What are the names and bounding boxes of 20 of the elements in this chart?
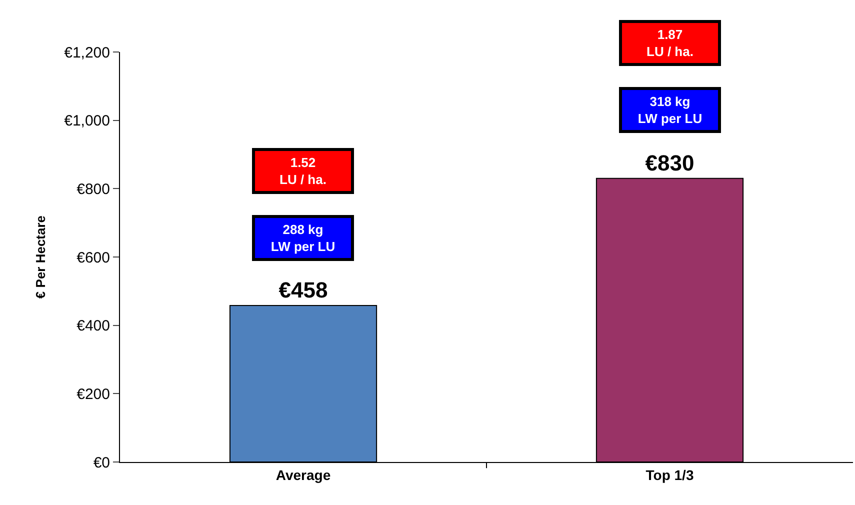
picture-label-box: 288 kg LW per LU: [252, 215, 354, 261]
y-tick-label: €600: [76, 249, 110, 266]
y-tick-label: €800: [76, 180, 110, 198]
annotation: 1.87 LU / ha.: [646, 27, 694, 59]
annotation: 1.52 LU / ha.: [280, 155, 326, 187]
y-tick-label: €200: [76, 386, 110, 403]
picture-label-box: 1.52 LU / ha.: [252, 148, 354, 194]
y-tick-label: €0: [93, 454, 110, 472]
y-tick-label: €1,000: [64, 112, 110, 130]
y-tick-label: €400: [76, 318, 110, 335]
picture-label-box: 1.87 LU / ha.: [619, 20, 721, 66]
x-tick-label: Top 1/3: [646, 466, 694, 483]
y-axis-title: € Per Hectare: [33, 215, 48, 299]
data-label: €458: [278, 278, 328, 303]
picture-label-box: 318 kg LW per LU: [619, 87, 721, 133]
y-tick-label: €1,200: [64, 44, 110, 62]
data-label: €830: [645, 150, 694, 176]
annotation: 318 kg LW per LU: [638, 94, 702, 126]
x-tick-label: Average: [276, 466, 331, 483]
annotation: 288 kg LW per LU: [270, 222, 336, 254]
